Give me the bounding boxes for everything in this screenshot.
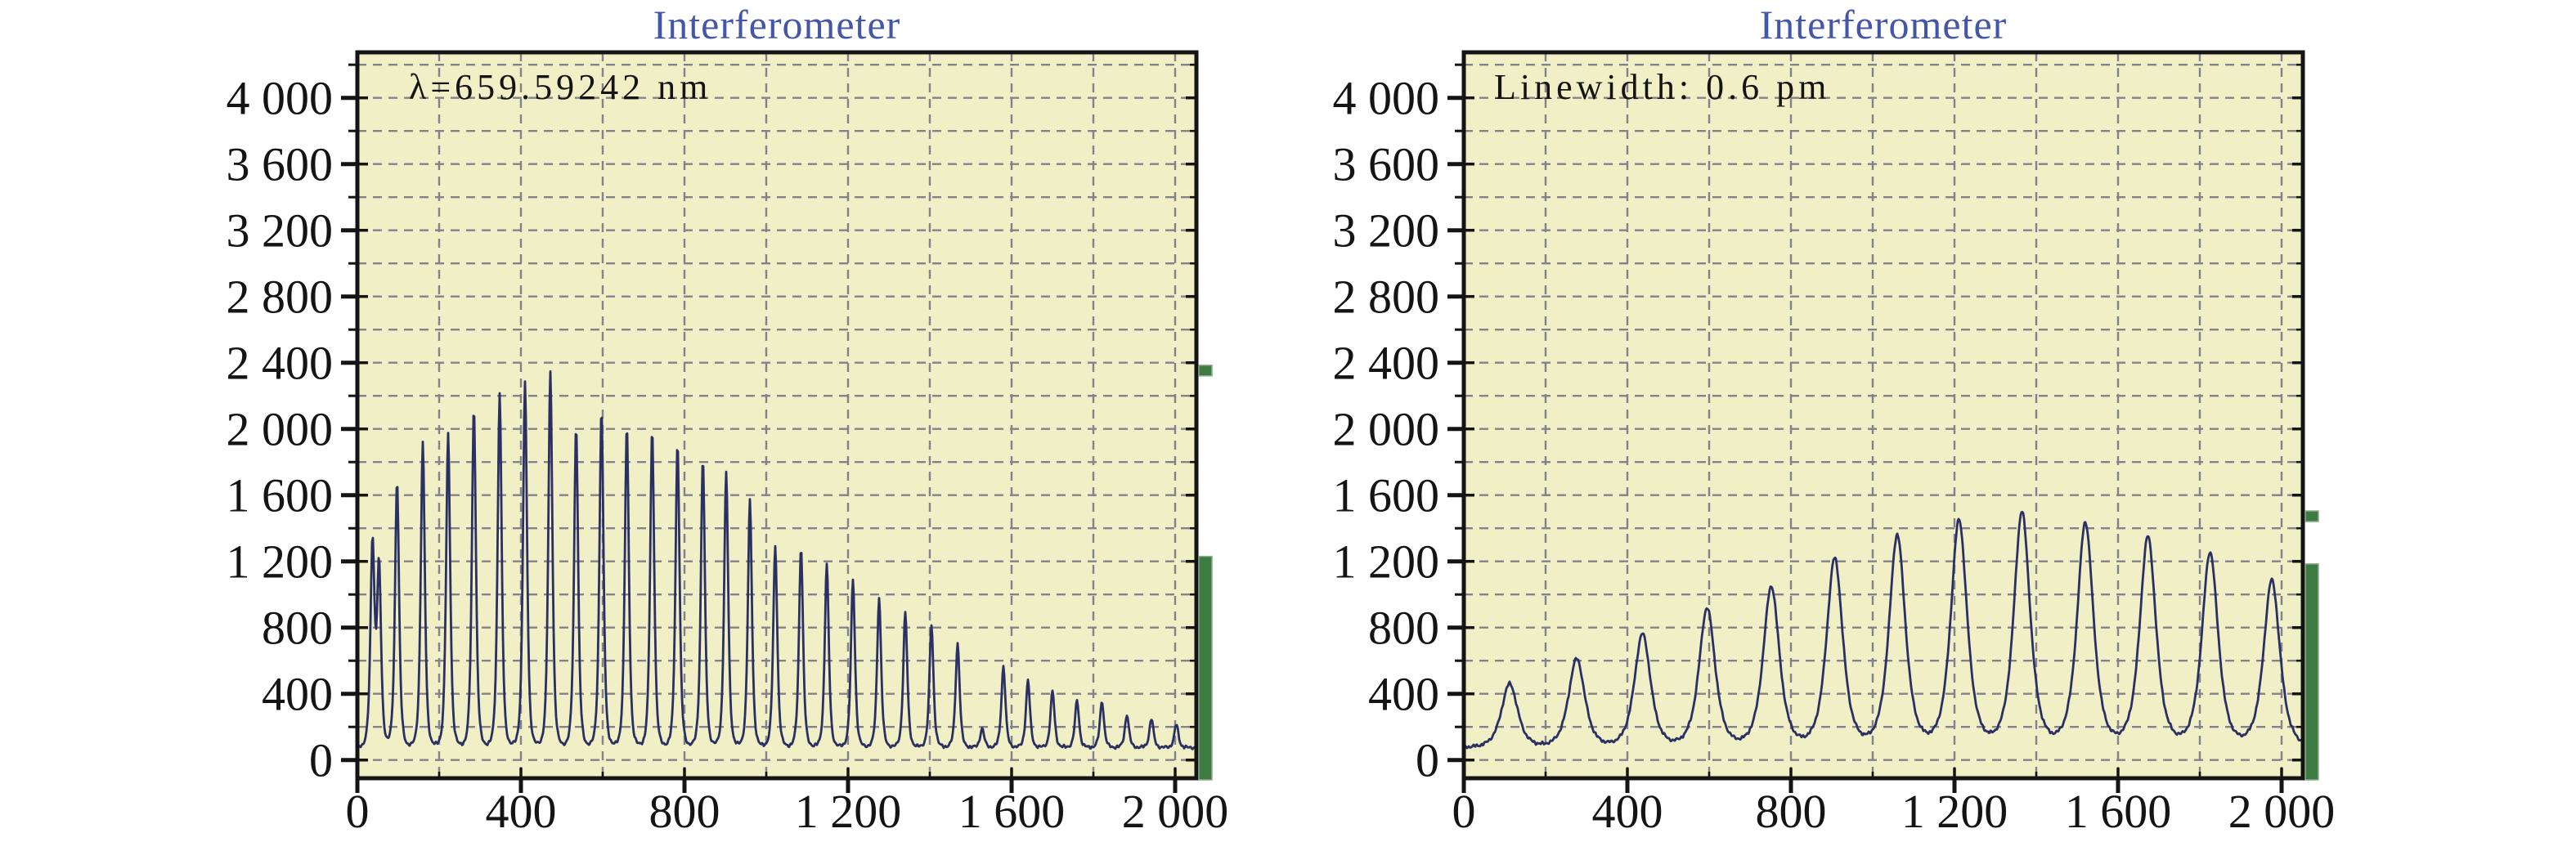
y-tick-label: 800 [1368,602,1439,655]
plot-area [357,52,1196,778]
x-tick-label: 800 [1756,785,1827,838]
y-tick-label: 2 800 [227,271,334,324]
x-tick-label: 1 200 [795,785,902,838]
y-tick-label: 1 200 [227,535,334,589]
chart-title-left: Interferometer [653,2,901,47]
chart-title-right: Interferometer [1759,2,2008,47]
y-tick-label: 2 000 [1333,403,1440,456]
wavelength-annotation: λ=659.59242 nm [409,67,712,107]
y-tick-label: 0 [1416,734,1439,787]
plot-frame [355,50,1199,781]
y-tick-label: 800 [262,602,333,655]
y-tick-label: 0 [309,734,333,787]
y-tick-label: 1 200 [1333,535,1440,589]
exposure-peak-marker [1198,365,1213,377]
x-tick-label: 1 600 [958,785,1066,838]
y-tick-label: 400 [1368,668,1439,721]
x-tick-label: 400 [1592,785,1663,838]
y-tick-label: 4 000 [227,72,334,125]
linewidth-annotation: Linewidth: 0.6 pm [1494,67,1831,107]
y-tick-label: 3 200 [1333,204,1440,258]
x-tick-label: 400 [486,785,557,838]
y-tick-label: 1 600 [227,469,334,522]
exposure-level-bar [1198,555,1213,781]
exposure-peak-marker [2304,510,2319,522]
y-tick-label: 2 800 [1333,271,1440,324]
plot-frame [1461,50,2305,781]
x-tick-label: 1 600 [2065,785,2172,838]
plot-area [1464,52,2303,778]
y-tick-label: 1 600 [1333,469,1440,522]
x-tick-label: 2 000 [2228,785,2336,838]
interference-signal-curve [357,370,1197,750]
y-tick-label: 4 000 [1333,72,1440,125]
y-tick-label: 2 400 [1333,337,1440,390]
y-axis-labels: 0 400 800 1 200 1 600 2 000 2 400 2 800 3 200 3 6… [227,72,334,787]
x-tick-label: 2 000 [1122,785,1229,838]
x-axis-labels: 0 400 800 1 200 1 600 2 000 [346,785,1229,838]
y-tick-label: 3 200 [227,204,334,258]
y-tick-label: 400 [262,668,333,721]
y-tick-label: 2 000 [227,403,334,456]
y-axis-labels: 0 400 800 1 200 1 600 2 000 2 400 2 800 3 200 3 6… [1333,72,1440,787]
interference-signal-curve [1463,511,2304,750]
x-tick-label: 0 [1452,785,1476,838]
exposure-level-bar [2304,563,2319,781]
y-tick-label: 2 400 [227,337,334,390]
chart-panel-left: 0 400 800 1 200 1 600 2 000 2 400 2 800 3 200 3 6… [227,50,1229,838]
gridlines [1464,52,2303,778]
y-tick-label: 3 600 [227,138,334,191]
x-tick-label: 800 [649,785,720,838]
y-tick-label: 3 600 [1333,138,1440,191]
x-axis-labels: 0 400 800 1 200 1 600 2 000 [1452,785,2336,838]
x-tick-label: 1 200 [1901,785,2008,838]
x-tick-label: 0 [346,785,370,838]
chart-panel-right: 0 400 800 1 200 1 600 2 000 2 400 2 800 3 200 3 6… [1333,50,2336,838]
